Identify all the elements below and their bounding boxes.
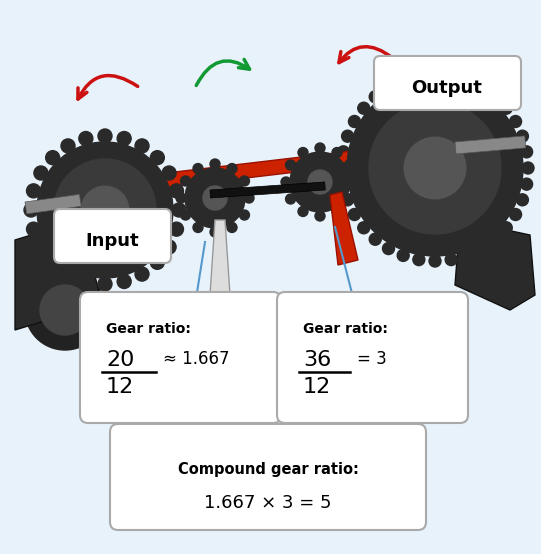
Circle shape xyxy=(193,223,203,233)
Circle shape xyxy=(79,131,93,146)
Circle shape xyxy=(348,115,360,127)
Circle shape xyxy=(413,254,425,265)
Circle shape xyxy=(298,147,308,157)
Text: Compound gear ratio:: Compound gear ratio: xyxy=(177,462,359,477)
Circle shape xyxy=(162,166,176,180)
Circle shape xyxy=(500,222,512,234)
Circle shape xyxy=(404,137,466,199)
Circle shape xyxy=(341,194,354,206)
Circle shape xyxy=(185,168,245,228)
Polygon shape xyxy=(15,220,100,330)
Circle shape xyxy=(348,208,360,220)
Circle shape xyxy=(476,81,487,94)
Circle shape xyxy=(169,222,183,236)
Circle shape xyxy=(308,170,332,194)
Text: Gear ratio:: Gear ratio: xyxy=(303,322,388,336)
Circle shape xyxy=(176,193,186,203)
Polygon shape xyxy=(455,220,535,310)
Circle shape xyxy=(341,130,354,142)
Circle shape xyxy=(27,222,41,236)
Circle shape xyxy=(369,233,381,245)
Polygon shape xyxy=(210,295,230,320)
Circle shape xyxy=(117,274,131,289)
Circle shape xyxy=(338,178,349,190)
Circle shape xyxy=(358,222,370,234)
Circle shape xyxy=(40,285,90,335)
FancyBboxPatch shape xyxy=(54,209,171,263)
Text: 12: 12 xyxy=(106,377,134,397)
Circle shape xyxy=(193,163,203,173)
Circle shape xyxy=(169,184,183,198)
Circle shape xyxy=(37,142,173,278)
Circle shape xyxy=(349,177,359,187)
Circle shape xyxy=(489,91,501,102)
Text: 36: 36 xyxy=(303,350,331,370)
Circle shape xyxy=(476,243,487,254)
Text: Output: Output xyxy=(412,79,483,97)
Circle shape xyxy=(24,203,38,217)
Circle shape xyxy=(336,162,348,174)
Circle shape xyxy=(517,194,529,206)
Circle shape xyxy=(347,80,523,256)
FancyBboxPatch shape xyxy=(80,292,281,423)
Text: Input: Input xyxy=(85,232,139,250)
Circle shape xyxy=(413,70,425,83)
Circle shape xyxy=(240,176,249,186)
Circle shape xyxy=(135,139,149,153)
Circle shape xyxy=(210,227,220,237)
Circle shape xyxy=(510,115,522,127)
Circle shape xyxy=(150,255,164,269)
Circle shape xyxy=(181,176,190,186)
Circle shape xyxy=(117,131,131,146)
Circle shape xyxy=(98,129,112,143)
Circle shape xyxy=(461,75,473,86)
Circle shape xyxy=(382,243,394,254)
Circle shape xyxy=(61,139,75,153)
Text: 20: 20 xyxy=(106,350,134,370)
Circle shape xyxy=(34,166,48,180)
Circle shape xyxy=(345,160,354,170)
Circle shape xyxy=(510,208,522,220)
Polygon shape xyxy=(60,140,445,200)
Circle shape xyxy=(315,143,325,153)
Circle shape xyxy=(338,146,349,158)
Circle shape xyxy=(61,267,75,281)
Circle shape xyxy=(358,102,370,114)
Circle shape xyxy=(429,69,441,81)
Text: = 3: = 3 xyxy=(357,350,387,368)
Circle shape xyxy=(517,130,529,142)
Circle shape xyxy=(281,177,291,187)
Circle shape xyxy=(520,146,532,158)
Circle shape xyxy=(227,223,237,233)
Text: Gear ratio:: Gear ratio: xyxy=(106,322,191,336)
FancyBboxPatch shape xyxy=(277,292,468,423)
Circle shape xyxy=(240,210,249,220)
Text: 12: 12 xyxy=(303,377,331,397)
Circle shape xyxy=(244,193,254,203)
Circle shape xyxy=(332,147,342,157)
Circle shape xyxy=(369,91,381,102)
Circle shape xyxy=(181,210,190,220)
Circle shape xyxy=(445,254,457,265)
Bar xyxy=(210,182,325,198)
Circle shape xyxy=(489,233,501,245)
Circle shape xyxy=(286,194,295,204)
Circle shape xyxy=(397,249,409,261)
Circle shape xyxy=(522,162,534,174)
Circle shape xyxy=(45,255,60,269)
Circle shape xyxy=(290,152,350,212)
Polygon shape xyxy=(330,192,358,265)
Circle shape xyxy=(172,203,186,217)
Circle shape xyxy=(500,102,512,114)
Bar xyxy=(15,15,525,295)
Circle shape xyxy=(54,159,156,261)
Circle shape xyxy=(315,211,325,221)
Text: 1.667 × 3 = 5: 1.667 × 3 = 5 xyxy=(204,494,332,512)
Text: ≈ 1.667: ≈ 1.667 xyxy=(163,350,229,368)
Circle shape xyxy=(332,207,342,217)
FancyBboxPatch shape xyxy=(374,56,521,110)
Circle shape xyxy=(429,255,441,267)
Circle shape xyxy=(298,207,308,217)
Circle shape xyxy=(210,159,220,169)
